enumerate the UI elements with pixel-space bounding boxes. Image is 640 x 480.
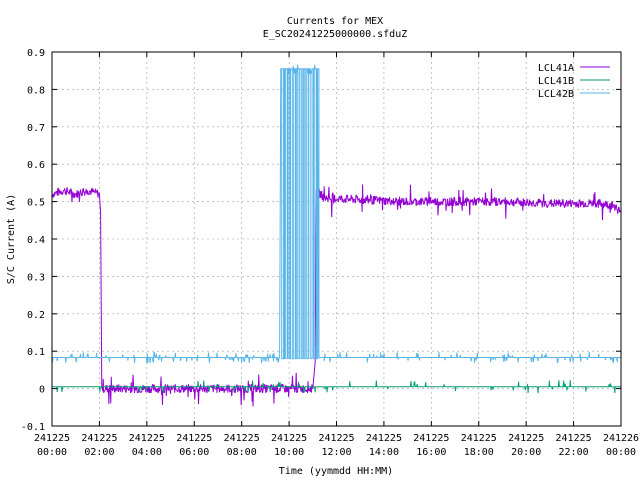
legend-label: LCL41A — [538, 63, 574, 74]
x-tick-label-time: 02:00 — [84, 447, 114, 458]
x-axis-label: Time (yymmdd HH:MM) — [279, 466, 393, 477]
y-tick-label: 0.1 — [27, 347, 45, 358]
y-tick-label: 0.9 — [27, 48, 45, 59]
x-tick-label-date: 241225 — [461, 433, 497, 444]
y-tick-label: 0.5 — [27, 198, 45, 209]
y-tick-label: 0.6 — [27, 160, 45, 171]
series-burst-lcl42b — [280, 68, 320, 360]
x-tick-label-date: 241225 — [271, 433, 307, 444]
x-tick-label-date: 241225 — [556, 433, 592, 444]
x-tick-label-date: 241225 — [366, 433, 402, 444]
x-tick-label-time: 08:00 — [227, 447, 257, 458]
axis-ticks: -0.1 0 0.1 0.2 0.3 0.4 0.5 0.6 0.7 0.8 0.9 241225 00… — [21, 48, 639, 458]
x-tick-label-date: 241225 — [508, 433, 544, 444]
series-line-lcl41a — [51, 184, 622, 407]
legend-label: LCL42B — [538, 89, 574, 100]
y-tick-label: 0 — [39, 385, 45, 396]
y-tick-label: 0.4 — [27, 235, 45, 246]
x-tick-label-time: 14:00 — [369, 447, 399, 458]
series-line-lcl42b — [51, 64, 621, 364]
y-tick-label: 0.2 — [27, 310, 45, 321]
y-axis-label: S/C Current (A) — [6, 194, 17, 284]
series-line-lcl41b — [52, 380, 621, 394]
x-tick-label-time: 04:00 — [132, 447, 162, 458]
x-tick-label-date: 241225 — [34, 433, 70, 444]
chart-subtitle: E_SC20241225000000.sfduZ — [263, 29, 408, 40]
x-tick-label-time: 18:00 — [464, 447, 494, 458]
x-tick-label-date: 241225 — [318, 433, 354, 444]
x-tick-label-date: 241225 — [176, 433, 212, 444]
chart-title: Currents for MEX — [287, 16, 383, 27]
x-tick-label-date: 241225 — [413, 433, 449, 444]
x-tick-label-time: 06:00 — [179, 447, 209, 458]
y-tick-label: 0.8 — [27, 85, 45, 96]
x-tick-label-time: 16:00 — [416, 447, 446, 458]
x-tick-label-time: 10:00 — [274, 447, 304, 458]
x-tick-label-date: 241225 — [224, 433, 260, 444]
x-tick-label-time: 22:00 — [559, 447, 589, 458]
series-layer — [51, 64, 622, 407]
x-tick-label-time: 12:00 — [321, 447, 351, 458]
y-tick-label: 0.7 — [27, 123, 45, 134]
x-tick-label-date: 241225 — [81, 433, 117, 444]
y-tick-label: 0.3 — [27, 272, 45, 283]
legend-label: LCL41B — [538, 76, 574, 87]
x-tick-label-time: 00:00 — [606, 447, 636, 458]
y-tick-label: -0.1 — [21, 422, 45, 433]
x-tick-label-date: 241225 — [129, 433, 165, 444]
x-tick-label-date: 241226 — [603, 433, 639, 444]
x-tick-label-time: 20:00 — [511, 447, 541, 458]
x-tick-label-time: 00:00 — [37, 447, 67, 458]
grid — [52, 52, 621, 426]
legend: LCL41A LCL41B LCL42B — [538, 63, 610, 100]
